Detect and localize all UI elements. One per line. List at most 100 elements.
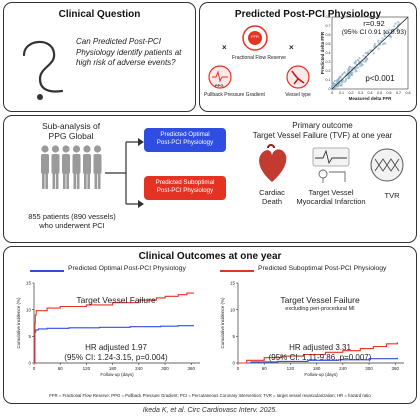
citation: Ikeda K, et al. Circ Cardiovasc Interv. … [142,407,278,414]
x-tick-label: 180 [109,366,117,371]
scatter-y-tick: 0 [329,87,331,91]
ppg-icon [208,65,232,89]
person-leg-icon [87,173,90,189]
scatter-point [389,36,393,39]
scatter-x-tick: 0 [331,91,333,95]
scatter-y-tick: 0.5 [326,42,331,46]
scatter-point [366,51,369,55]
scatter-point [383,35,387,38]
scatter-y-tick: 0.4 [326,51,331,55]
x-tick-label: 180 [313,366,321,371]
person-leg-icon [66,173,69,189]
scatter-point [373,44,376,47]
operator-times-right: × [289,43,294,52]
x-tick-label: 120 [83,366,91,371]
scatter-point [354,68,357,71]
scatter-point [393,25,396,28]
x-tick-label: 300 [365,366,373,371]
km-chart-tvf: 0 5 10 15 0 60 120 180 240 300 360 Follow-up (days)… [16,281,200,377]
legend-suboptimal-label: Predicted Suboptimal Post-PCI Physiology [258,265,387,272]
ffr-icon-text: FFR [251,34,259,39]
km-chart-tvf-excl-mi: 0 5 10 15 0 60 120 180 240 300 360 Follow-up (days)… [220,281,404,377]
operator-times-left: × [222,43,227,52]
x-tick-label: 60 [58,366,64,371]
scatter-y-label: Predicted delta FFR [320,31,325,74]
scatter-point [360,64,363,67]
scatter-point [346,71,349,74]
scatter-point [383,33,386,36]
person-head-icon [62,145,70,153]
clinical-question-text: Can Predicted Post-PCI Physiology identi… [76,37,182,67]
scatter-x-tick: 0.4 [368,91,373,95]
scatter-p-value: p<0.001 [365,74,395,83]
suboptimal-group-pill: Predicted Suboptimal Post-PCI Physiology [144,176,226,200]
scatter-point [356,58,359,62]
scatter-y-tick: 0.7 [326,24,331,28]
predicted-physiology-panel: Predicted Post-PCI Physiology FFR × × Fr… [199,2,417,112]
km-curve-suboptimal [34,292,194,364]
scatter-frame [331,16,409,90]
scatter-x-tick: 0.2 [349,91,354,95]
person-head-icon [41,145,49,153]
y-axis-label: Cumulative incidence (%) [16,297,21,349]
legend-optimal-label: Predicted Optimal Post-PCI Physiology [68,265,186,272]
suboptimal-group-label: Predicted Suboptimal Post-PCI Physiology [155,179,215,194]
delta-ffr-scatter-plot: 0 0.1 0.2 0.3 0.4 0.5 0.6 0.7 0.8 0 0.1 0.2 0.3 0.4 0.… [320,15,411,101]
scatter-point [396,27,399,30]
person-leg-icon [52,173,56,189]
scatter-point [366,58,369,61]
ppg-label: Pullback Pressure Gradient [204,92,265,98]
vessel-icon [286,65,310,89]
abbreviations-footnote: FFR = Fractional Flow Reserve; PPG = Pul… [49,393,371,398]
outcome-tvr: TVR [384,191,400,200]
outcome-cardiac-death: Cardiac Death [259,188,285,206]
ffr-label: Fractional Flow Reserve [232,55,286,61]
scatter-point [337,76,340,79]
scatter-x-tick: 0.7 [396,91,401,95]
scatter-point [341,72,344,75]
person-leg-icon [84,173,87,189]
scatter-point [394,22,397,25]
scatter-point [372,52,375,55]
scatter-x-tick: 0.8 [406,91,411,95]
x-tick-label: 0 [33,366,36,371]
scatter-point [349,65,352,68]
optimal-group-pill: Predicted Optimal Post-PCI Physiology [144,128,226,152]
right-chart-subtitle: excluding peri-procedural MI [285,306,355,312]
person-leg-icon [73,173,77,189]
x-tick-label: 360 [188,366,196,371]
person-leg-icon [94,173,98,189]
scatter-point [347,67,350,71]
scatter-point [377,47,380,50]
primary-outcome-title: Primary outcome [292,121,353,130]
heart-icon [259,144,287,182]
predicted-physiology-title: Predicted Post-PCI Physiology [234,9,382,20]
x-tick-label: 360 [392,366,400,371]
person-head-icon [93,145,102,153]
person-head-icon [51,145,60,153]
right-ci-text: (95% CI: 1.11-9.86, p=0.007) [268,353,372,362]
clinical-outcomes-panel: Clinical Outcomes at one year Predicted … [3,246,417,404]
y-tick-label: 15 [230,281,236,286]
ppg-icon-text: PPG [215,83,224,88]
person-body-icon [83,154,91,174]
scatter-point [364,59,367,63]
right-chart-title: Target Vessel Failure [280,295,360,305]
primary-outcome-subtitle: Target Vessel Failure (TVF) at one year [252,131,393,140]
scatter-x-tick: 0.1 [339,91,344,95]
person-leg-icon [45,173,48,189]
left-hr-text: HR adjusted 1.97 [85,343,147,352]
scatter-point [351,66,354,69]
person-body-icon [62,154,70,174]
branch-arrows [105,138,144,208]
vessel-label: Vessel type [285,92,311,98]
scatter-point [385,31,388,34]
person-head-icon [83,145,91,153]
person-body-icon [41,154,49,174]
scatter-point [337,78,340,81]
person-body-icon [72,154,81,174]
person-leg-icon [63,173,66,189]
scatter-point [344,80,347,83]
scatter-point [377,39,380,42]
question-mark-icon [22,40,64,100]
